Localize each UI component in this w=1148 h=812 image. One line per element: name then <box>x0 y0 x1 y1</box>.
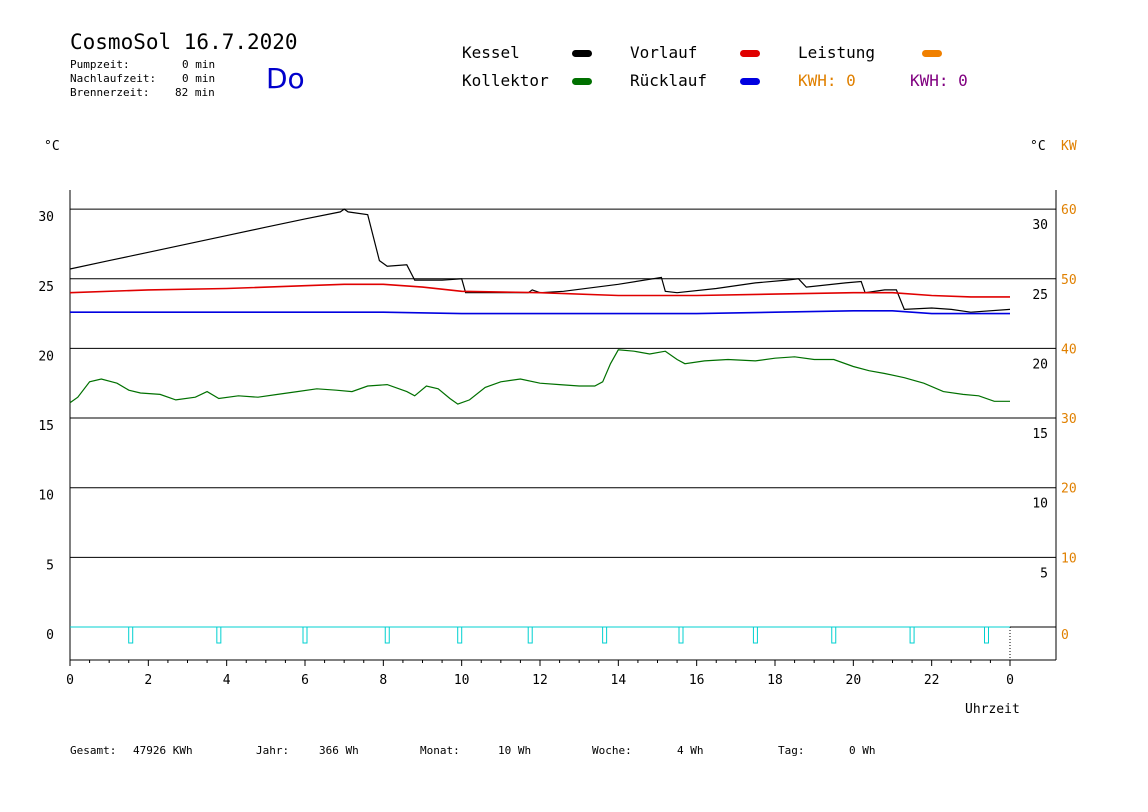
y-tick-label-right-20: 20 <box>1032 357 1048 372</box>
legend-leistung-label: Leistung <box>798 43 876 62</box>
pump-pulse-10 <box>909 626 915 644</box>
x-tick-label-3: 6 <box>301 673 309 688</box>
page-title: CosmoSol 16.7.2020 <box>70 30 298 54</box>
pump-pulse-7 <box>678 626 684 644</box>
series-line-vorlauf <box>69 283 1010 298</box>
footer-gesamt-value: 47926 KWh <box>133 744 193 757</box>
x-tick-label-10: 20 <box>846 673 862 688</box>
x-tick-label-11: 22 <box>924 673 940 688</box>
pump-pulse-2 <box>302 626 308 644</box>
series-line-kollektor <box>69 349 1010 405</box>
stat-value-pumpzeit: 0 min <box>182 58 216 71</box>
kw-tick-label-20: 20 <box>1061 482 1077 497</box>
footer-woche-label: Woche: <box>592 744 632 757</box>
y-tick-label-right-25: 25 <box>1032 288 1048 303</box>
stat-label-nachlaufzeit: Nachlaufzeit: <box>70 72 157 85</box>
x-tick-label-0: 0 <box>66 673 74 688</box>
pump-pulse-11 <box>984 626 989 644</box>
legend-vorlauf-label: Vorlauf <box>630 43 698 62</box>
x-tick-label-5: 10 <box>454 673 470 688</box>
y-tick-label-right-30: 30 <box>1032 218 1048 233</box>
legend-ruecklauf-swatch <box>740 78 760 85</box>
stat-value-nachlaufzeit: 0 min <box>182 72 216 85</box>
kw-tick-label-0: 0 <box>1061 628 1069 643</box>
x-tick-label-9: 18 <box>767 673 783 688</box>
footer-tag-label: Tag: <box>778 744 805 757</box>
y-tick-label-left-0: 0 <box>46 628 54 643</box>
footer-gesamt-label: Gesamt: <box>70 744 117 757</box>
legend-kollektor-swatch <box>572 78 592 85</box>
x-tick-label-7: 14 <box>611 673 627 688</box>
footer-monat-value: 10 Wh <box>498 744 532 757</box>
y-tick-label-right-15: 15 <box>1032 427 1048 442</box>
kw-tick-label-50: 50 <box>1061 273 1077 288</box>
y-axis-right-unit: °C <box>1030 139 1046 154</box>
y-tick-label-left-20: 20 <box>38 349 54 364</box>
pump-pulse-4 <box>457 626 463 644</box>
y-axis-kw-unit: KW <box>1061 139 1077 154</box>
y-tick-label-left-25: 25 <box>38 280 54 295</box>
legend-kessel-label: Kessel <box>462 43 520 62</box>
kw-tick-label-60: 60 <box>1061 203 1077 218</box>
kw-tick-label-10: 10 <box>1061 551 1077 566</box>
legend-kollektor-label: Kollektor <box>462 71 549 90</box>
y-tick-label-right-10: 10 <box>1032 497 1048 512</box>
series-line-kessel <box>69 208 1011 313</box>
stat-label-brennerzeit: Brennerzeit: <box>70 86 150 99</box>
pump-pulse-0 <box>128 626 134 644</box>
legend-vorlauf-swatch <box>740 50 760 57</box>
y-tick-label-right-5: 5 <box>1040 566 1048 581</box>
pump-pulse-9 <box>831 626 837 644</box>
kw-tick-label-30: 30 <box>1061 412 1077 427</box>
footer-jahr-value: 366 Wh <box>319 744 359 757</box>
kw-tick-label-40: 40 <box>1061 342 1077 357</box>
legend-kwh-second: KWH: 0 <box>910 71 968 90</box>
x-tick-label-2: 4 <box>223 673 231 688</box>
footer-tag-value: 0 Wh <box>849 744 876 757</box>
chart-series <box>69 208 1011 405</box>
x-tick-label-8: 16 <box>689 673 705 688</box>
x-tick-label-6: 12 <box>532 673 548 688</box>
legend-ruecklauf-label: Rücklauf <box>630 71 708 90</box>
stat-label-pumpzeit: Pumpzeit: <box>70 58 130 71</box>
legend-leistung-swatch <box>922 50 942 57</box>
x-axis-label: Uhrzeit <box>965 702 1020 717</box>
pump-pulse-8 <box>752 626 758 644</box>
footer-jahr-label: Jahr: <box>256 744 290 757</box>
footer-monat-label: Monat: <box>420 744 460 757</box>
chart-grid <box>70 208 1056 628</box>
x-tick-label-1: 2 <box>144 673 152 688</box>
series-line-ruecklauf <box>70 309 1010 315</box>
y-tick-label-left-15: 15 <box>38 419 54 434</box>
y-axis-left-unit: °C <box>44 139 60 154</box>
x-tick-label-4: 8 <box>379 673 387 688</box>
y-tick-label-left-5: 5 <box>46 558 54 573</box>
legend-kwh-leistung: KWH: 0 <box>798 71 856 90</box>
pump-pulses <box>70 626 1010 644</box>
pump-pulse-6 <box>602 626 608 644</box>
footer-woche-value: 4 Wh <box>677 744 704 757</box>
stat-value-brennerzeit: 82 min <box>175 86 215 99</box>
weekday-label: Do <box>266 62 305 95</box>
pump-pulse-5 <box>527 626 533 644</box>
legend-kessel-swatch <box>572 50 592 57</box>
y-tick-label-left-30: 30 <box>38 210 54 225</box>
x-tick-label-12: 0 <box>1006 673 1014 688</box>
pump-pulse-1 <box>216 626 222 644</box>
pump-pulse-3 <box>384 626 390 644</box>
chart-tick-labels: 0 2 4 6 8 10 12 14 16 18 20 22 0 0 5 5 10 10 15 15 20 20 25 25 3… <box>38 203 1076 688</box>
chart-axes <box>69 190 1057 666</box>
y-tick-label-left-10: 10 <box>38 489 54 504</box>
